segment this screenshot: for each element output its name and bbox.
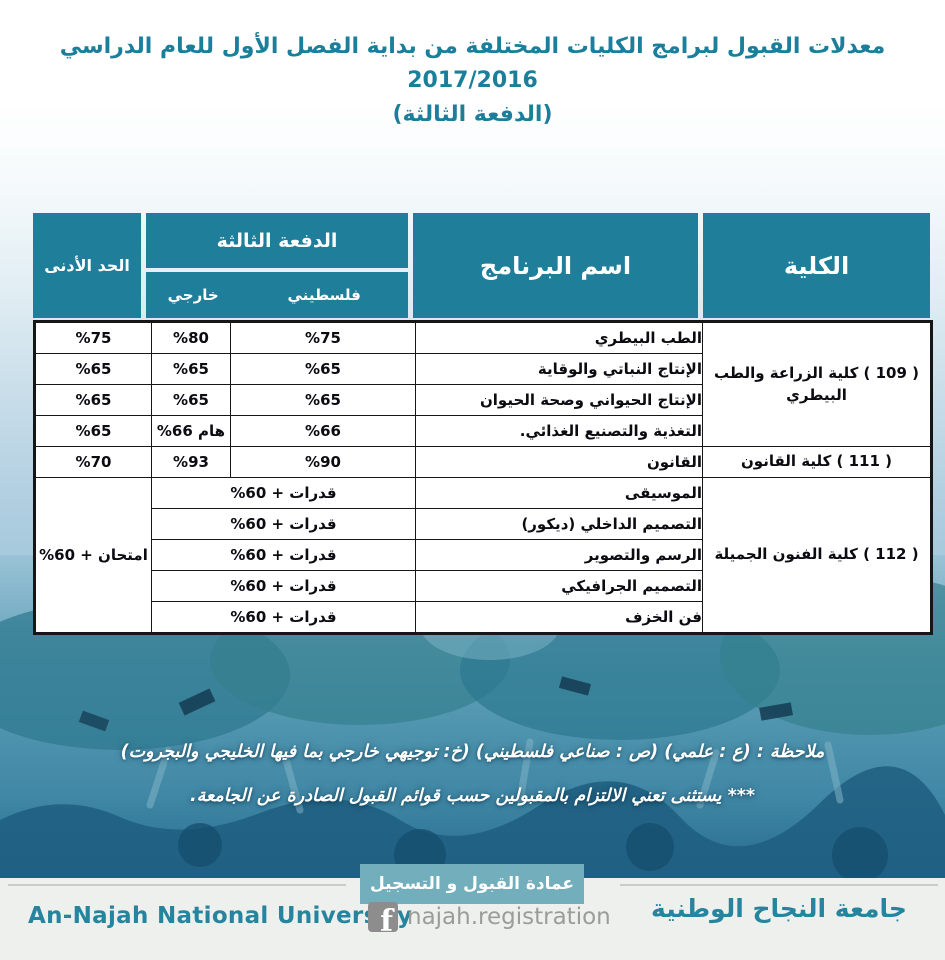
program-cell: فن الخزف: [415, 601, 703, 634]
note-line2: *** يستثنى تعني الالتزام بالمقبولين حسب …: [189, 786, 756, 806]
header-program: اسم البرنامج: [413, 213, 698, 318]
facebook-handle[interactable]: najah.registration: [407, 904, 611, 930]
program-cell: التغذية والتصنيع الغذائي.: [415, 415, 703, 447]
external-cell: %93: [151, 446, 231, 478]
external-cell: %65: [151, 384, 231, 416]
minimum-cell: %70: [34, 446, 152, 478]
deanship-ribbon: عمادة القبول و التسجيل: [360, 864, 584, 904]
palestinian-cell: %90: [230, 446, 416, 478]
college-agriculture: ( 109 ) كلية الزراعة والطب البيطري: [702, 321, 932, 447]
minimum-cell: %75: [34, 321, 152, 354]
header-batch-sub: فلسطيني خارجي: [146, 272, 408, 318]
footer-divider-left: [8, 884, 346, 886]
program-cell: الموسيقى: [415, 477, 703, 509]
header-batch-group: الدفعة الثالثة فلسطيني خارجي: [146, 213, 408, 318]
external-cell: %65: [151, 353, 231, 385]
header-minimum: الحد الأدنى: [33, 213, 141, 318]
page-title: معدلات القبول لبرامج الكليات المختلفة من…: [0, 30, 945, 132]
header-batch: الدفعة الثالثة: [146, 213, 408, 268]
external-cell: %80: [151, 321, 231, 354]
university-name-en: An-Najah National University: [28, 903, 413, 929]
palestinian-cell: %66: [230, 415, 416, 447]
header-palestinian: فلسطيني: [287, 286, 361, 304]
table-row: الرسم والتصوير %60 + قدرات: [35, 539, 932, 571]
table-header: الكلية اسم البرنامج الدفعة الثالثة فلسطي…: [33, 213, 930, 318]
table-row: ( 111 ) كلية القانون القانون %90 %93 %70: [34, 446, 932, 478]
notes: ملاحظة : (ع : علمي) (ص : صناعي فلسطيني) …: [0, 742, 945, 806]
table-row: فن الخزف %60 + قدرات: [35, 601, 932, 634]
table-row: التصميم الجرافيكي %60 + قدرات: [35, 570, 932, 602]
page-title-line1: معدلات القبول لبرامج الكليات المختلفة من…: [59, 34, 886, 93]
university-name-ar: جامعة النجاح الوطنية: [651, 894, 907, 923]
program-cell: الإنتاج الحيواني وصحة الحيوان: [415, 384, 703, 416]
program-cell: الرسم والتصوير: [415, 539, 703, 571]
minimum-cell: %65: [34, 384, 152, 416]
facebook-block[interactable]: f najah.registration: [368, 902, 611, 932]
minimum-fine-arts-cell: %60 + امتحان: [34, 477, 152, 634]
palestinian-cell: %65: [230, 353, 416, 385]
combined-score-cell: %60 + قدرات: [151, 570, 416, 602]
palestinian-cell: %65: [230, 384, 416, 416]
combined-score-cell: %60 + قدرات: [151, 477, 416, 509]
combined-score-cell: %60 + قدرات: [151, 539, 416, 571]
table-row: التغذية والتصنيع الغذائي. %66 %66 هام %6…: [34, 415, 932, 447]
college-fine-arts: ( 112 ) كلية الفنون الجميلة: [702, 477, 932, 634]
program-cell: التصميم الجرافيكي: [415, 570, 703, 602]
program-cell: الطب البيطري: [415, 321, 703, 354]
note-line1: ملاحظة : (ع : علمي) (ص : صناعي فلسطيني) …: [120, 742, 825, 762]
external-cell: %66 هام: [151, 415, 231, 447]
combined-score-cell: %60 + قدرات: [151, 601, 416, 634]
minimum-cell: %65: [34, 415, 152, 447]
table-row: التصميم الداخلي (ديكور) %60 + قدرات: [35, 508, 932, 540]
footer-divider-right: [620, 884, 938, 886]
program-cell: التصميم الداخلي (ديكور): [415, 508, 703, 540]
program-cell: القانون: [415, 446, 703, 478]
admission-table: ( 109 ) كلية الزراعة والطب البيطري الطب …: [33, 320, 933, 635]
palestinian-cell: %75: [230, 321, 416, 354]
table-row: ( 109 ) كلية الزراعة والطب البيطري الطب …: [34, 321, 932, 447]
table-row: الإنتاج النباتي والوقاية %65 %65 %65: [34, 353, 932, 385]
minimum-cell: %65: [34, 353, 152, 385]
combined-score-cell: %60 + قدرات: [151, 508, 416, 540]
table-row: ( 112 ) كلية الفنون الجميلة الموسيقى %60…: [34, 477, 932, 634]
header-external: خارجي: [167, 286, 219, 304]
header-college: الكلية: [703, 213, 930, 318]
program-cell: الإنتاج النباتي والوقاية: [415, 353, 703, 385]
college-law: ( 111 ) كلية القانون: [702, 446, 932, 478]
page-title-line2: (الدفعة الثالثة): [392, 102, 553, 127]
facebook-icon: f: [368, 902, 398, 932]
